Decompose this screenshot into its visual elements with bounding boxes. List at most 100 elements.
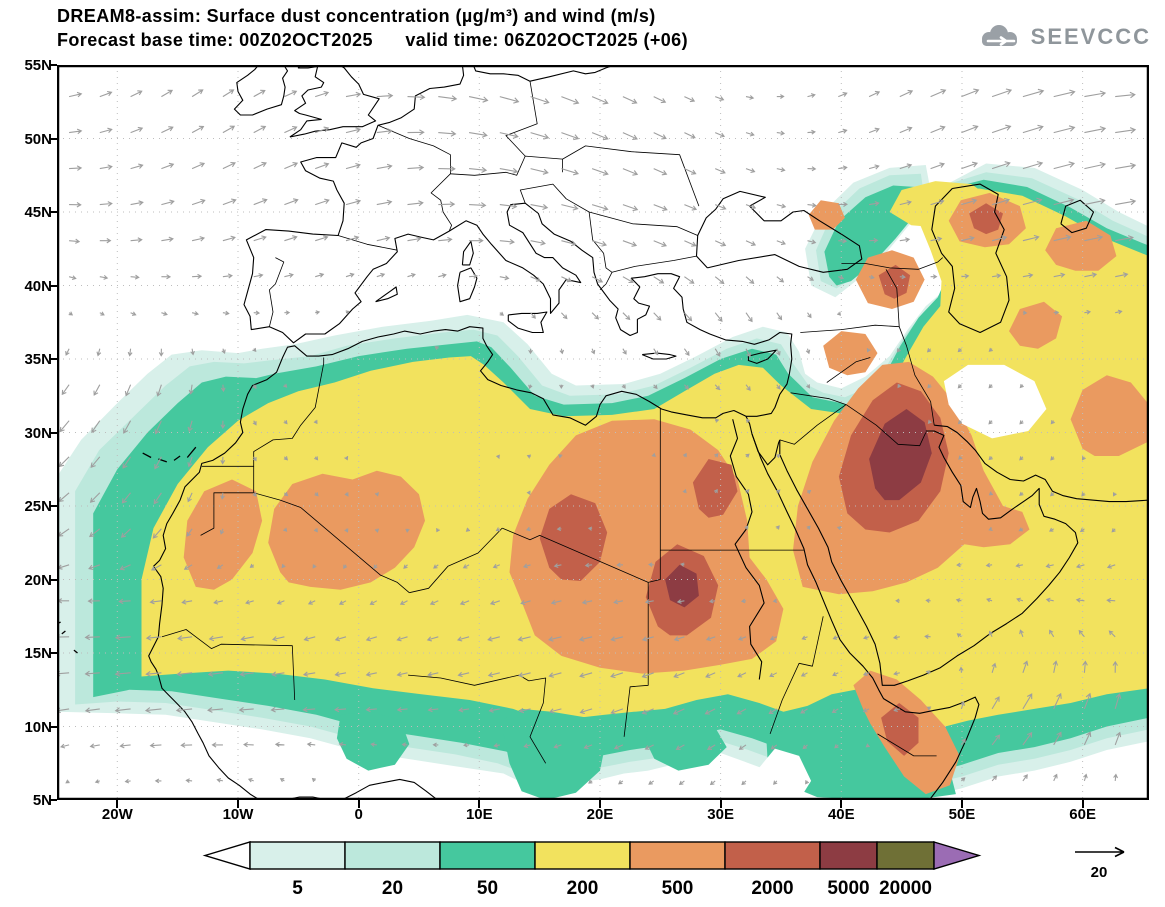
country-border: [562, 145, 700, 207]
lat-tick-label-45N: 45N: [24, 204, 52, 221]
colorbar-cell-200: [534, 841, 631, 870]
country-border: [588, 211, 697, 273]
small-island: [173, 455, 181, 461]
lat-tick-label-10N: 10N: [24, 718, 52, 736]
island-outline: [375, 286, 398, 303]
lon-tick-label-0: 0: [354, 806, 363, 823]
coastline: [751, 433, 980, 800]
island-outline: [747, 349, 777, 364]
country-border: [253, 492, 410, 594]
small-island: [142, 452, 152, 459]
country-border: [800, 269, 900, 333]
dust-region-5000-20000: [665, 564, 699, 608]
country-border: [845, 404, 927, 447]
coastline: [148, 189, 793, 800]
dust-region-2000-5000: [692, 459, 738, 518]
country-border: [877, 733, 937, 757]
lon-tick-mark: [719, 800, 722, 808]
lat-tick-mark: [49, 358, 57, 360]
map-border: [56, 64, 1150, 801]
lat-tick-label-25N: 25N: [24, 498, 52, 515]
coastline: [289, 65, 380, 138]
forecast-time-subtitle: Forecast base time: 00Z02OCT2025 valid t…: [57, 30, 688, 50]
coastline: [729, 419, 765, 680]
lat-tick-label-55N: 55N: [24, 57, 52, 74]
country-border: [337, 235, 398, 251]
island-outline: [461, 240, 474, 266]
colorbar: 5 20 50 200 500 2000 5000 20000 20: [202, 841, 1125, 899]
coastline: [233, 65, 289, 116]
lat-tick-mark: [49, 578, 57, 581]
dust-map: [56, 64, 1150, 801]
dust-region-2000-5000: [881, 703, 919, 756]
lat-tick-label-20N: 20N: [24, 571, 52, 589]
colorbar-label-20: 20: [382, 878, 403, 899]
dust-region-50-200: [336, 711, 410, 771]
dust-region-2000-5000: [539, 494, 608, 581]
lat-tick-mark: [49, 64, 57, 66]
country-border: [648, 409, 661, 583]
dust-region-500-2000: [1009, 301, 1063, 349]
island-outline: [457, 267, 478, 303]
lon-tick-label-10E: 10E: [465, 806, 493, 823]
logo-text: SEEVCCC: [1030, 24, 1151, 49]
wind-reference: 20: [1075, 846, 1125, 881]
lat-tick-label-30N: 30N: [24, 424, 52, 442]
lon-tick-mark: [357, 800, 360, 808]
dust-region-500-2000: [183, 479, 263, 590]
colorbar-label-200: 200: [567, 878, 599, 899]
dust-region-2000-5000: [878, 264, 911, 299]
colorbar-label-20000: 20000: [879, 878, 932, 899]
country-border: [201, 357, 325, 467]
lat-tick-mark: [49, 211, 57, 213]
lon-tick-label-30E: 30E: [707, 806, 734, 823]
lon-tick-label-20E: 20E: [586, 806, 614, 823]
colorbar-right-arrow: [933, 841, 982, 870]
coastline: [472, 65, 615, 82]
lon-tick-mark: [1081, 800, 1084, 808]
colorbar-cell-20000: [876, 841, 935, 870]
country-border: [769, 616, 824, 735]
lat-tick-label-50N: 50N: [24, 130, 52, 148]
country-border: [200, 466, 255, 536]
dust-region-50-200: [503, 708, 606, 800]
lon-tick-mark: [236, 800, 239, 808]
coastline: [300, 65, 465, 191]
dust-region-500-2000: [823, 331, 878, 376]
colorbar-cell-20: [344, 841, 441, 870]
colorbar-label-50: 50: [477, 878, 498, 899]
dust-region-500-2000: [1045, 220, 1117, 271]
lat-tick-mark: [49, 431, 57, 434]
country-border: [599, 272, 613, 291]
country-border: [450, 155, 563, 176]
lat-tick-mark: [49, 505, 57, 507]
country-border: [790, 392, 847, 405]
sea-outline: [931, 183, 1010, 334]
lon-tick-label-40E: 40E: [827, 806, 855, 823]
wind-arrows: [57, 88, 1137, 786]
dust-region-lt5: [943, 364, 1047, 439]
country-border: [505, 81, 538, 157]
colorbar-cell-5: [249, 841, 346, 870]
dust-region-500-2000: [1070, 375, 1149, 456]
country-border: [826, 357, 871, 383]
country-border: [519, 183, 698, 236]
lon-tick-mark: [960, 800, 963, 808]
cloud-logo-icon: [981, 25, 1017, 46]
sea-outline: [695, 190, 863, 273]
lon-tick-mark: [840, 800, 843, 808]
seevccc-logo: SEEVCCC: [976, 22, 1151, 52]
lon-tick-label-50E: 50E: [948, 806, 976, 823]
colorbar-cell-2000: [724, 841, 821, 870]
lat-tick-label-40N: 40N: [24, 277, 52, 295]
colorbar-label-5: 5: [292, 878, 303, 899]
lon-tick-mark: [116, 800, 119, 808]
lon-tick-label-10W: 10W: [222, 806, 254, 823]
small-island: [186, 446, 197, 458]
lat-tick-label-5N: 5N: [32, 792, 52, 809]
colorbar-cell-50: [439, 841, 536, 870]
colorbar-label-5000: 5000: [827, 878, 869, 899]
country-border: [409, 527, 503, 594]
small-island: [73, 649, 78, 654]
